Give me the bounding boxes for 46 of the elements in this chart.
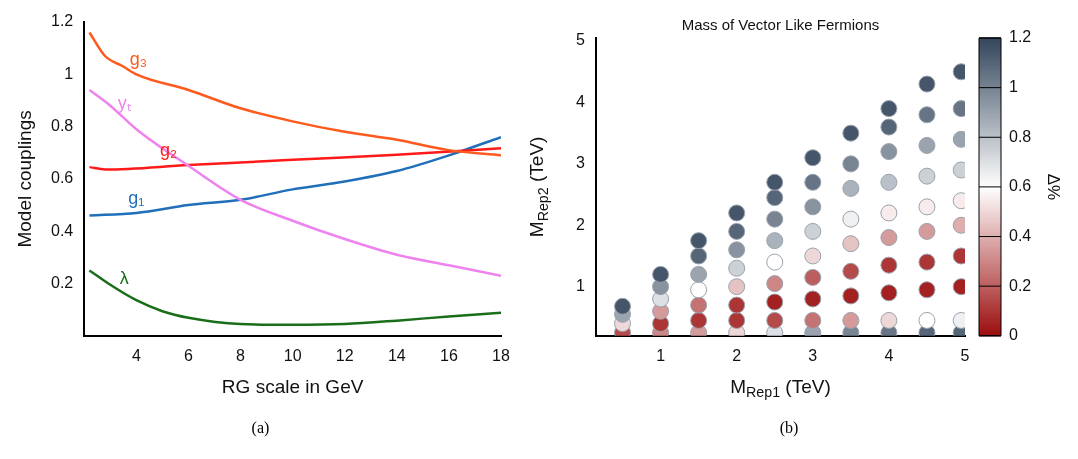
color-bar-label: 0 [1009, 326, 1018, 344]
color-bar-label: 0.2 [1009, 276, 1032, 294]
series-label: g₂ [159, 140, 177, 161]
x-tick-label: 14 [387, 346, 406, 364]
x-tick-label: 4 [131, 346, 141, 364]
y-tick-label: 1 [575, 277, 585, 295]
x-axis-title: RG scale in GeV [221, 376, 364, 398]
color-bar-label: 0.6 [1009, 177, 1032, 195]
y-tick-label: 3 [575, 154, 585, 172]
text: (b) [778, 419, 800, 437]
x-tick-label: 18 [492, 346, 510, 364]
y-tick-label: 0.2 [50, 273, 74, 291]
color-bar-title: Δ% [1044, 173, 1064, 201]
series-label: λ [119, 267, 129, 288]
series-label: yₜ [117, 92, 131, 113]
y-tick-label: 0.4 [50, 221, 74, 239]
color-bar-label: 1 [1009, 78, 1018, 96]
x-tick-label: 6 [183, 346, 193, 364]
series-label: g₁ [128, 187, 145, 208]
y-tick-label: 4 [575, 92, 585, 110]
x-tick-label: 16 [440, 346, 458, 364]
series-label: g₃ [129, 49, 148, 70]
chart-title: Mass of Vector Like Fermions [681, 16, 880, 34]
y-tick-label: 0.8 [50, 117, 74, 135]
y-tick-label: 2 [575, 215, 585, 233]
x-tick-label: 2 [732, 346, 742, 364]
line-series [88, 147, 501, 171]
y-tick-label: 1.2 [50, 12, 74, 30]
y-axis-title: MRep2 (TeV) [526, 136, 551, 238]
color-bar-label: 1.2 [1009, 28, 1032, 46]
line-series [88, 269, 501, 327]
x-tick-label: 1 [656, 346, 666, 364]
y-tick-label: 5 [575, 31, 585, 49]
y-axis-title: Model couplings [14, 110, 36, 248]
x-tick-label: 10 [283, 346, 302, 364]
x-tick-label: 12 [335, 346, 354, 364]
x-tick-label: 8 [236, 346, 246, 364]
color-bar-label: 0.8 [1009, 127, 1032, 145]
y-tick-label: 0.6 [50, 169, 74, 187]
text: (a) [250, 419, 271, 437]
x-tick-label: 4 [884, 346, 894, 364]
x-tick-label: 5 [960, 346, 970, 364]
x-tick-label: 3 [808, 346, 818, 364]
color-bar-label: 0.4 [1009, 226, 1032, 244]
y-tick-label: 1 [64, 64, 74, 82]
line-series [88, 135, 501, 217]
